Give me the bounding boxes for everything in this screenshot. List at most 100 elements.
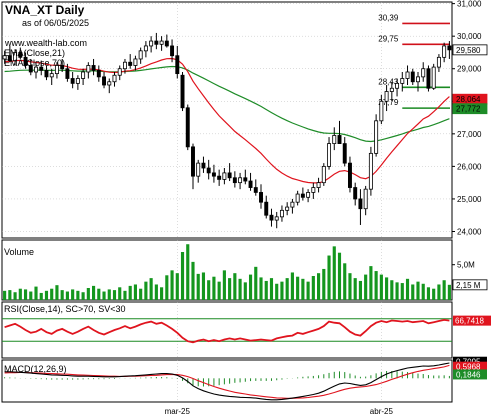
last-value-box [452, 44, 488, 56]
candle-up [311, 187, 316, 193]
candle-down [191, 146, 195, 177]
candle-up [321, 165, 326, 184]
rsi-panel [1, 301, 453, 359]
candle-down [44, 69, 49, 78]
candle-up [34, 66, 38, 73]
candle-down [217, 175, 222, 180]
macd-value-label: 0,1846 [456, 370, 481, 379]
volume-bar [13, 292, 17, 300]
level-label: 28,43 [378, 77, 399, 86]
volume-bar [212, 276, 216, 300]
volume-bar [358, 280, 362, 300]
candle-up [379, 100, 384, 122]
macd-value-label: 0,5968 [456, 363, 481, 372]
volume-bar [149, 278, 153, 300]
volume-bar [3, 290, 7, 300]
volume-bar [71, 289, 75, 300]
candle-down [18, 52, 23, 58]
candle-down [347, 162, 352, 188]
candle-up [279, 209, 284, 218]
volume-bar [60, 290, 64, 300]
volume-bar [44, 290, 49, 300]
volume-bar [92, 285, 96, 300]
candle-up [368, 152, 373, 190]
candle-down [227, 172, 232, 179]
volume-bar [107, 289, 111, 300]
volume-bar [364, 274, 368, 300]
volume-bar [228, 278, 232, 300]
candle-down [447, 45, 452, 51]
candle-up [117, 68, 122, 76]
candle-up [81, 71, 86, 79]
volume-bar [154, 284, 158, 300]
volume-bar [238, 278, 242, 300]
volume-bar [23, 289, 28, 300]
volume-bar [180, 252, 185, 300]
candle-up [196, 162, 201, 177]
candle-up [122, 61, 127, 70]
candle-up [112, 74, 117, 83]
candle-up [107, 81, 112, 86]
level-label: 27,79 [378, 98, 399, 107]
y-tick-label: 24,000 [457, 227, 482, 236]
volume-bar [65, 291, 69, 300]
macd-signal-line [4, 364, 450, 399]
y-tick-label: 27,000 [457, 130, 482, 139]
macd-line [4, 362, 450, 401]
last-value-box [452, 103, 488, 115]
candle-up [421, 68, 426, 78]
candle-down [175, 55, 180, 75]
volume-bar [379, 274, 383, 300]
candle-down [60, 65, 65, 70]
candle-up [436, 56, 441, 68]
volume-bar [170, 270, 174, 300]
volume-bar [201, 272, 206, 300]
x-tick-label: mar-25 [165, 407, 191, 416]
candle-down [353, 187, 358, 200]
volume-bar [29, 291, 33, 300]
candle-down [180, 74, 185, 109]
rsi-line [4, 318, 450, 344]
candle-down [96, 69, 101, 78]
candle-down [70, 78, 75, 84]
volume-bar [233, 273, 237, 300]
candle-up [138, 50, 143, 60]
volume-bar [348, 273, 352, 300]
x-tick-label: abr-25 [370, 407, 394, 416]
volume-bar [395, 282, 399, 300]
volume-bar [432, 288, 436, 300]
volume-bar [275, 283, 279, 300]
volume-bar [128, 285, 132, 300]
volume-bar [81, 292, 85, 300]
volume-bar [343, 263, 347, 300]
candle-up [86, 65, 91, 73]
candle-up [306, 192, 311, 198]
ema21-line [4, 57, 450, 184]
last-value-label: 27,772 [456, 105, 481, 114]
rsi-title: RSI(Close,14), SC>70, SV<30 [4, 304, 126, 314]
candle-down [102, 76, 107, 86]
volume-bar [175, 273, 179, 300]
chart-subtitle: as of 06/05/2025 [22, 18, 89, 28]
volume-bar [306, 281, 310, 300]
candle-down [185, 107, 190, 148]
volume-bar [301, 278, 305, 300]
level-label: 30,39 [378, 13, 399, 22]
volume-bar [243, 282, 247, 300]
volume-bar [437, 284, 441, 300]
volume-bar [390, 280, 394, 300]
volume-bar [317, 273, 321, 300]
macd-title: MACD(12,26,9) [4, 364, 67, 374]
candle-down [243, 177, 248, 182]
volume-bar [139, 288, 143, 300]
candle-down [337, 135, 342, 144]
rsi-last-label: 66,7418 [455, 317, 484, 326]
volume-bar [385, 277, 389, 300]
candle-up [2, 55, 7, 60]
volume-bar [269, 278, 274, 300]
candle-up [238, 177, 243, 184]
last-value-label: 28,064 [456, 95, 481, 104]
volume-bar [133, 284, 137, 300]
candle-down [170, 45, 175, 57]
volume-bar [374, 271, 378, 300]
